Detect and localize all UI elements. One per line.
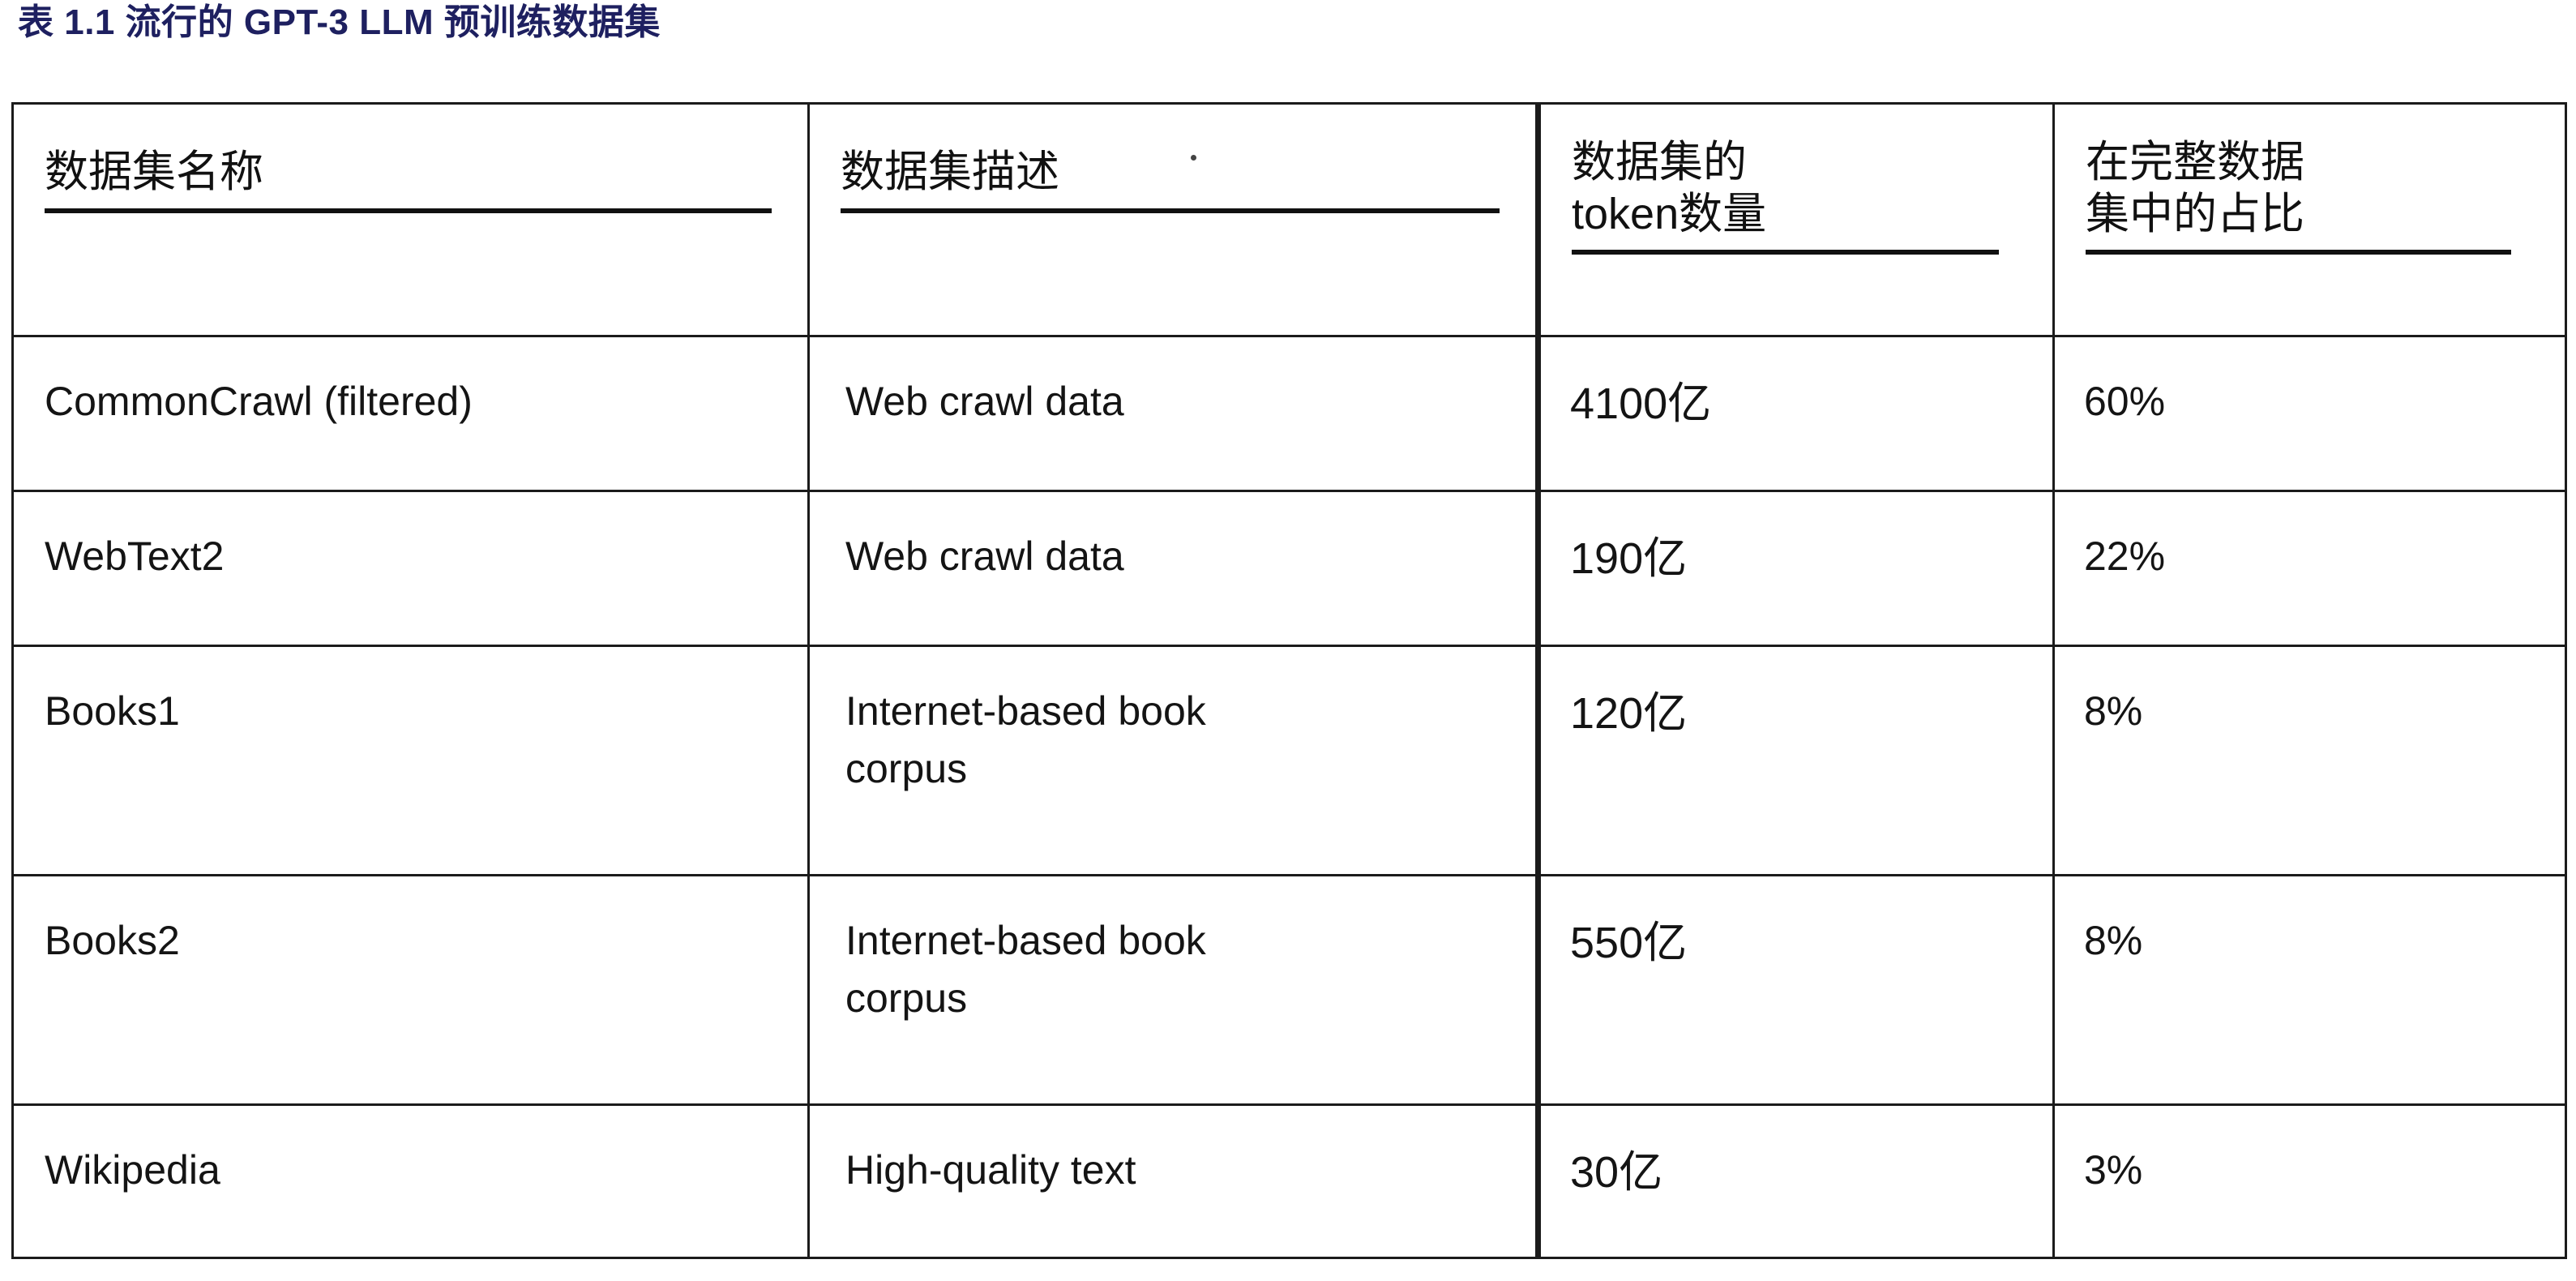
cell-dataset-description: Web crawl data <box>807 335 1539 492</box>
share-text: 8% <box>2084 918 2143 963</box>
header-underline-dataset-description <box>841 208 1500 213</box>
dataset-description-text: Web crawl data <box>845 379 1124 424</box>
token-count-text: 4100亿 <box>1570 379 1712 428</box>
table-row: Books2 Internet-based book corpus 550亿 8… <box>11 874 2567 1106</box>
cell-dataset-description: High-quality text <box>807 1103 1539 1259</box>
dataset-table-wrapper: 数据集名称 数据集描述 数据集的 token数量 <box>11 102 2567 1259</box>
table-header-row: 数据集名称 数据集描述 数据集的 token数量 <box>11 102 2567 337</box>
share-text: 22% <box>2084 533 2166 579</box>
token-count-text: 190亿 <box>1570 534 1688 583</box>
token-count-text: 120亿 <box>1570 689 1688 738</box>
share-text: 3% <box>2084 1147 2143 1193</box>
cell-token-count: 30亿 <box>1535 1103 2055 1259</box>
scan-artifact-dot-icon <box>1191 155 1196 161</box>
cell-dataset-name: CommonCrawl (filtered) <box>11 335 810 492</box>
token-count-text: 30亿 <box>1570 1148 1663 1197</box>
table-row: CommonCrawl (filtered) Web crawl data 41… <box>11 335 2567 492</box>
cell-dataset-name: Books2 <box>11 874 810 1106</box>
header-cell-dataset-description: 数据集描述 <box>807 102 1539 337</box>
cell-token-count: 190亿 <box>1535 490 2055 647</box>
table-row: WebText2 Web crawl data 190亿 22% <box>11 490 2567 647</box>
cell-dataset-name: Wikipedia <box>11 1103 810 1259</box>
dataset-description-text: High-quality text <box>845 1147 1136 1193</box>
cell-token-count: 120亿 <box>1535 645 2055 876</box>
header-underline-token-count <box>1572 250 2000 255</box>
header-label-token-count: 数据集的 token数量 <box>1572 138 1767 238</box>
share-text: 60% <box>2084 379 2166 424</box>
cell-dataset-name: Books1 <box>11 645 810 876</box>
dataset-name-text: Wikipedia <box>45 1147 220 1193</box>
header-label-dataset-description: 数据集描述 <box>841 148 1059 196</box>
dataset-table: 数据集名称 数据集描述 数据集的 token数量 <box>11 102 2567 1259</box>
cell-share: 8% <box>2052 645 2567 876</box>
table-row: Books1 Internet-based book corpus 120亿 8… <box>11 645 2567 876</box>
header-label-dataset-name: 数据集名称 <box>45 148 263 196</box>
header-cell-share: 在完整数据 集中的占比 <box>2052 102 2567 337</box>
cell-dataset-description: Internet-based book corpus <box>807 645 1539 876</box>
cell-dataset-description: Internet-based book corpus <box>807 874 1539 1106</box>
header-underline-dataset-name <box>45 208 772 213</box>
cell-dataset-name: WebText2 <box>11 490 810 647</box>
cell-share: 3% <box>2052 1103 2567 1259</box>
dataset-name-text: Books2 <box>45 918 180 963</box>
header-cell-token-count: 数据集的 token数量 <box>1535 102 2055 337</box>
table-row: Wikipedia High-quality text 30亿 3% <box>11 1103 2567 1259</box>
dataset-name-text: WebText2 <box>45 533 225 579</box>
table-caption: 表 1.1 流行的 GPT-3 LLM 预训练数据集 <box>18 2 661 42</box>
cell-dataset-description: Web crawl data <box>807 490 1539 647</box>
dataset-description-text: Internet-based book corpus <box>845 688 1206 791</box>
cell-token-count: 4100亿 <box>1535 335 2055 492</box>
header-underline-share <box>2086 250 2512 255</box>
token-count-text: 550亿 <box>1570 919 1688 967</box>
cell-share: 22% <box>2052 490 2567 647</box>
header-cell-dataset-name: 数据集名称 <box>11 102 810 337</box>
cell-token-count: 550亿 <box>1535 874 2055 1106</box>
dataset-name-text: CommonCrawl (filtered) <box>45 379 473 424</box>
cell-share: 8% <box>2052 874 2567 1106</box>
header-label-share: 在完整数据 集中的占比 <box>2086 138 2304 238</box>
dataset-description-text: Internet-based book corpus <box>845 918 1206 1021</box>
cell-share: 60% <box>2052 335 2567 492</box>
share-text: 8% <box>2084 688 2143 734</box>
dataset-name-text: Books1 <box>45 688 180 734</box>
dataset-description-text: Web crawl data <box>845 533 1124 579</box>
